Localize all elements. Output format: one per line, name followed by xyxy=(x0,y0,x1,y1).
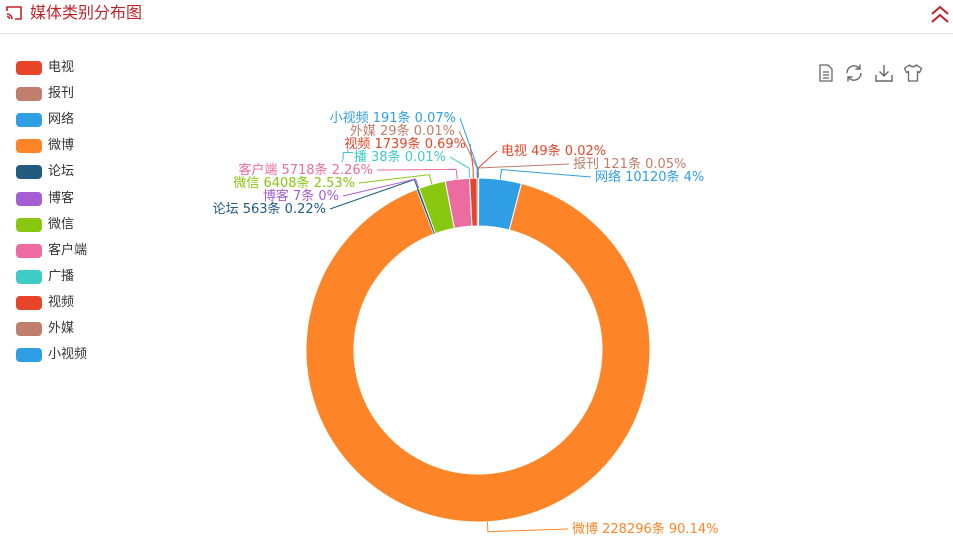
legend-label: 论坛 xyxy=(48,164,75,180)
leader-line xyxy=(499,168,592,180)
data-label: 外媒 29条 0.01% xyxy=(350,123,455,139)
chart-header: 媒体类别分布图 xyxy=(0,0,953,34)
legend-label: 视频 xyxy=(48,294,75,310)
legend-label: 微博 xyxy=(48,138,75,154)
data-label: 报刊 121条 0.05% xyxy=(573,156,686,172)
legend-label: 广播 xyxy=(48,268,75,284)
legend-swatch xyxy=(16,165,42,180)
legend-item[interactable]: 微信 xyxy=(16,216,126,234)
legend-label: 客户端 xyxy=(48,242,88,258)
data-label: 电视 49条 0.02% xyxy=(501,143,606,159)
legend-item[interactable]: 博客 xyxy=(16,190,126,208)
data-label: 视频 1739条 0.69% xyxy=(344,136,466,152)
legend-label: 博客 xyxy=(48,190,75,206)
legend-label: 微信 xyxy=(48,216,75,232)
legend-label: 小视频 xyxy=(48,347,88,363)
legend-swatch xyxy=(16,61,42,75)
legend-item[interactable]: 广播 xyxy=(16,268,126,286)
legend-swatch xyxy=(16,217,42,232)
leader-line xyxy=(459,117,479,179)
donut-slice[interactable] xyxy=(477,177,479,227)
leader-line xyxy=(477,150,498,179)
cast-icon xyxy=(6,6,22,20)
leader-line xyxy=(342,178,420,197)
data-label: 广播 38条 0.01% xyxy=(341,149,446,165)
legend-item[interactable]: 外媒 xyxy=(16,320,126,338)
data-label: 网络 10120条 4% xyxy=(595,169,704,185)
page-title: 媒体类别分布图 xyxy=(30,3,143,22)
theme-shirt-icon[interactable] xyxy=(902,62,924,84)
legend-item[interactable]: 电视 xyxy=(16,59,126,77)
legend-label: 电视 xyxy=(48,60,75,75)
leader-line xyxy=(486,521,569,533)
legend-label: 网络 xyxy=(48,112,75,128)
legend-swatch xyxy=(16,269,42,284)
refresh-icon[interactable] xyxy=(843,62,865,84)
data-view-icon[interactable] xyxy=(815,62,837,84)
download-icon[interactable] xyxy=(873,62,895,84)
data-label: 客户端 5718条 2.26% xyxy=(238,162,373,178)
legend-item[interactable]: 视频 xyxy=(16,294,126,312)
leader-line xyxy=(449,156,471,179)
donut-slice[interactable] xyxy=(305,182,651,523)
legend-swatch xyxy=(16,322,42,336)
legend-item[interactable]: 小视频 xyxy=(16,346,126,364)
double-chevron-up-icon[interactable] xyxy=(930,4,950,26)
leader-line xyxy=(477,163,570,179)
data-label: 微博 228296条 90.14% xyxy=(572,521,718,537)
leader-line xyxy=(376,168,458,180)
data-label: 博客 7条 0% xyxy=(263,188,339,204)
legend-label: 外媒 xyxy=(48,321,75,336)
legend-swatch xyxy=(16,113,42,128)
legend-item[interactable]: 报刊 xyxy=(16,85,126,103)
data-label: 小视频 191条 0.07% xyxy=(330,110,456,126)
leader-line xyxy=(469,143,474,179)
legend-swatch xyxy=(16,87,42,102)
legend-swatch xyxy=(16,139,42,154)
legend-item[interactable]: 论坛 xyxy=(16,163,126,181)
legend-item[interactable]: 微博 xyxy=(16,137,126,155)
legend-swatch xyxy=(16,243,42,258)
legend-swatch xyxy=(16,191,42,206)
legend-label: 报刊 xyxy=(48,86,75,102)
data-label: 论坛 563条 0.22% xyxy=(213,201,326,217)
leader-line xyxy=(358,174,433,185)
legend-item[interactable]: 网络 xyxy=(16,111,126,129)
data-label: 微信 6408条 2.53% xyxy=(233,175,355,191)
legend-swatch xyxy=(16,295,42,310)
legend-item[interactable]: 客户端 xyxy=(16,242,126,260)
legend-swatch xyxy=(16,348,42,363)
